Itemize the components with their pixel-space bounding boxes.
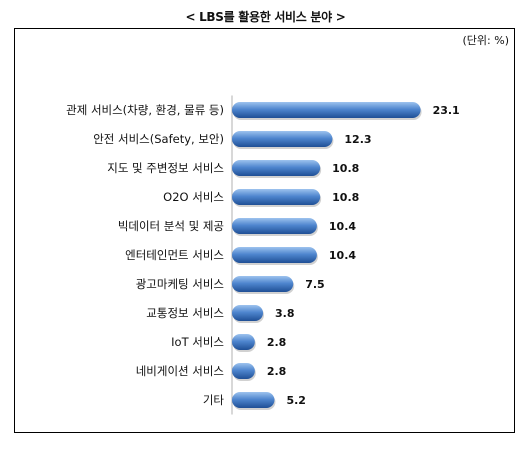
value-label: 10.4 bbox=[329, 220, 356, 233]
chart-title: < LBS를 활용한 서비스 분야 > bbox=[185, 10, 346, 24]
value-label: 2.8 bbox=[267, 365, 287, 378]
value-label: 10.4 bbox=[329, 249, 356, 262]
category-label: 안전 서비스(Safety, 보안) bbox=[93, 132, 224, 146]
bar bbox=[232, 305, 264, 321]
unit-label: (단위: %) bbox=[462, 34, 509, 47]
value-label: 2.8 bbox=[267, 336, 287, 349]
value-label: 7.5 bbox=[305, 278, 325, 291]
bar bbox=[232, 276, 294, 292]
value-label: 10.8 bbox=[332, 191, 359, 204]
category-label: 지도 및 주변정보 서비스 bbox=[107, 161, 224, 175]
bars-group bbox=[232, 102, 422, 410]
category-label: 네비게이션 서비스 bbox=[136, 364, 224, 378]
category-label: 관제 서비스(차량, 환경, 물류 등) bbox=[66, 103, 224, 117]
bar bbox=[232, 334, 255, 350]
bar bbox=[232, 247, 317, 263]
bar bbox=[232, 160, 321, 176]
category-labels-group: 관제 서비스(차량, 환경, 물류 등) 안전 서비스(Safety, 보안) 지도… bbox=[66, 103, 224, 407]
bar bbox=[232, 189, 321, 205]
bar bbox=[232, 131, 333, 147]
value-label: 10.8 bbox=[332, 162, 359, 175]
category-label: 기타 bbox=[203, 393, 225, 407]
bar bbox=[232, 392, 275, 408]
value-label: 3.8 bbox=[275, 307, 295, 320]
chart-frame bbox=[14, 28, 515, 433]
value-label: 5.2 bbox=[286, 394, 306, 407]
bar bbox=[232, 218, 317, 234]
value-labels-group: 23.1 12.3 10.8 10.8 10.4 10.4 7.5 3.8 2.8 2.8 5.2 bbox=[267, 104, 460, 407]
category-label: 빅데이터 분석 및 제공 bbox=[118, 219, 224, 233]
category-label: O2O 서비스 bbox=[163, 190, 224, 204]
bar bbox=[232, 102, 421, 118]
category-label: IoT 서비스 bbox=[171, 335, 224, 349]
value-label: 23.1 bbox=[433, 104, 460, 117]
bar bbox=[232, 363, 255, 379]
value-label: 12.3 bbox=[344, 133, 371, 146]
category-label: 엔터테인먼트 서비스 bbox=[125, 248, 224, 262]
category-label: 광고마케팅 서비스 bbox=[136, 277, 224, 291]
category-label: 교통정보 서비스 bbox=[146, 306, 224, 320]
